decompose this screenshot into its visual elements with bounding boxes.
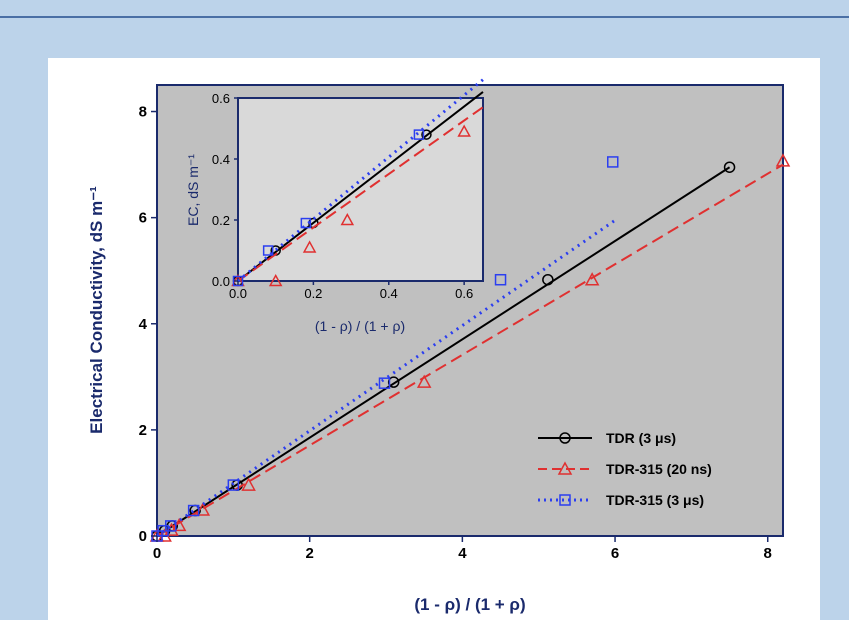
data-point-square	[187, 504, 200, 517]
data-point-square	[413, 129, 425, 140]
data-point-circle	[421, 129, 432, 140]
data-point-square	[494, 273, 507, 286]
legend-label-tdr315-3us: TDR-315 (3 μs)	[606, 492, 704, 508]
figure-frame: 0 2 4 6 8 0 2 4 6 8 (1 - ρ) / (1 + ρ) Electrical…	[0, 16, 849, 620]
y-tick-label: 0.4	[212, 152, 230, 167]
fit-line-series-1	[237, 106, 484, 282]
data-point-square	[164, 520, 177, 532]
data-point-triangle	[340, 212, 355, 226]
data-point-square	[300, 217, 312, 229]
y-tick-label: 6	[139, 210, 147, 227]
main-x-axis-title: (1 - ρ) / (1 + ρ)	[414, 595, 525, 614]
main-plot-layer	[149, 153, 791, 542]
x-tick-label: 4	[458, 545, 467, 562]
legend: TDR (3 μs) TDR-315 (20 ns) TDR-315 (3 μs…	[538, 430, 712, 508]
figure-panel: 0 2 4 6 8 0 2 4 6 8 (1 - ρ) / (1 + ρ) Electrical…	[48, 58, 820, 620]
inset-plot-layer	[231, 78, 484, 287]
x-tick-label: 0.4	[380, 286, 398, 301]
data-point-triangle	[416, 374, 432, 388]
y-tick-label: 0.6	[212, 91, 230, 106]
data-point-triangle	[775, 153, 791, 167]
inset-y-axis-title: EC, dS m⁻¹	[185, 154, 201, 226]
legend-label-tdr315-20ns: TDR-315 (20 ns)	[606, 461, 712, 477]
inset-y-ticks: 0.0 0.2 0.4 0.6	[212, 91, 238, 289]
y-tick-label: 4	[139, 316, 148, 333]
data-point-triangle	[241, 477, 256, 491]
x-tick-label: 0	[153, 545, 161, 562]
main-y-axis-title: Electrical Conductivity, dS m⁻¹	[87, 186, 106, 434]
data-point-square	[227, 479, 240, 491]
inset-x-axis-title: (1 - ρ) / (1 + ρ)	[315, 318, 405, 334]
fit-line-series-0	[237, 91, 484, 282]
x-tick-label: 2	[306, 545, 314, 562]
y-tick-label: 0	[139, 528, 147, 545]
data-point-triangle	[302, 240, 317, 253]
x-tick-label: 0.2	[304, 286, 322, 301]
x-tick-label: 6	[611, 545, 619, 562]
x-tick-label: 0.0	[229, 286, 247, 301]
legend-marker-tdr315-3us	[559, 494, 571, 506]
main-x-ticks: 0 2 4 6 8	[153, 536, 772, 562]
data-point-square	[262, 245, 274, 256]
legend-marker-tdr315-20ns	[557, 461, 573, 475]
data-point-circle	[723, 161, 736, 173]
y-tick-label: 8	[139, 104, 147, 121]
y-tick-label: 0.0	[212, 274, 230, 289]
x-tick-label: 0.6	[455, 286, 473, 301]
legend-marker-tdr-3us	[559, 432, 571, 444]
legend-label-tdr-3us: TDR (3 μs)	[606, 430, 676, 446]
inset-x-ticks: 0.0 0.2 0.4 0.6	[229, 281, 473, 301]
data-point-square	[607, 156, 619, 168]
main-chart: 0 2 4 6 8 0 2 4 6 8 (1 - ρ) / (1 + ρ) Electrical…	[87, 78, 791, 614]
x-tick-label: 8	[764, 545, 772, 562]
data-point-triangle	[195, 502, 211, 516]
data-point-square	[232, 275, 244, 287]
fit-line-series-1	[156, 163, 784, 537]
data-point-circle	[387, 376, 400, 388]
y-tick-label: 0.2	[212, 213, 230, 228]
data-point-circle	[542, 273, 554, 286]
data-point-triangle	[457, 124, 471, 137]
fit-line-series-0	[156, 166, 731, 537]
fit-line-series-2	[156, 219, 616, 538]
y-tick-label: 2	[139, 422, 147, 439]
data-point-triangle	[268, 273, 283, 287]
data-point-triangle	[584, 272, 600, 286]
main-y-ticks: 0 2 4 6 8	[139, 104, 157, 545]
data-point-square	[378, 377, 391, 389]
